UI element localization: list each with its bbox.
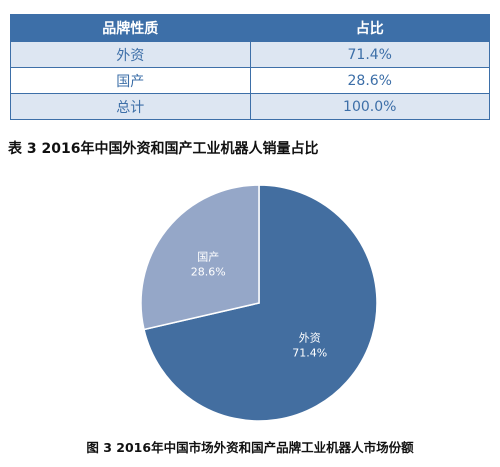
pie-slice-label-0: 外资 bbox=[299, 331, 321, 344]
pie-labels: 外资 71.4% 国产 28.6% bbox=[191, 250, 328, 360]
table-cell-share: 100.0% bbox=[249, 93, 490, 120]
pie-slice-value-1: 28.6% bbox=[191, 266, 226, 279]
pie-slice-label-1: 国产 bbox=[197, 250, 219, 264]
pie-slice-value-0: 71.4% bbox=[292, 346, 327, 359]
pie-slice-1 bbox=[140, 184, 260, 331]
brand-share-table: 品牌性质 占比 外资 71.4% 国产 28.6% 总计 100.0% bbox=[10, 14, 490, 120]
table-cell-brand: 国产 bbox=[10, 67, 251, 94]
market-share-pie-chart: 外资 71.4% 国产 28.6% bbox=[140, 184, 378, 422]
pie-slice-0 bbox=[143, 184, 378, 422]
table-row: 国产 28.6% bbox=[10, 67, 490, 94]
table-header-row: 品牌性质 占比 bbox=[10, 14, 490, 42]
table-caption: 表 3 2016年中国外资和国产工业机器人销量占比 bbox=[8, 141, 319, 157]
table-cell-brand: 总计 bbox=[10, 93, 251, 120]
table-row: 总计 100.0% bbox=[10, 93, 490, 120]
header-brand-type: 品牌性质 bbox=[10, 14, 251, 42]
table-cell-share: 71.4% bbox=[249, 41, 490, 68]
table-row: 外资 71.4% bbox=[10, 41, 490, 68]
figure-caption: 图 3 2016年中国市场外资和国产品牌工业机器人市场份额 bbox=[86, 440, 414, 455]
header-share: 占比 bbox=[249, 14, 490, 42]
pie-slices bbox=[140, 184, 378, 422]
table-cell-share: 28.6% bbox=[249, 67, 490, 94]
table-cell-brand: 外资 bbox=[10, 41, 251, 68]
